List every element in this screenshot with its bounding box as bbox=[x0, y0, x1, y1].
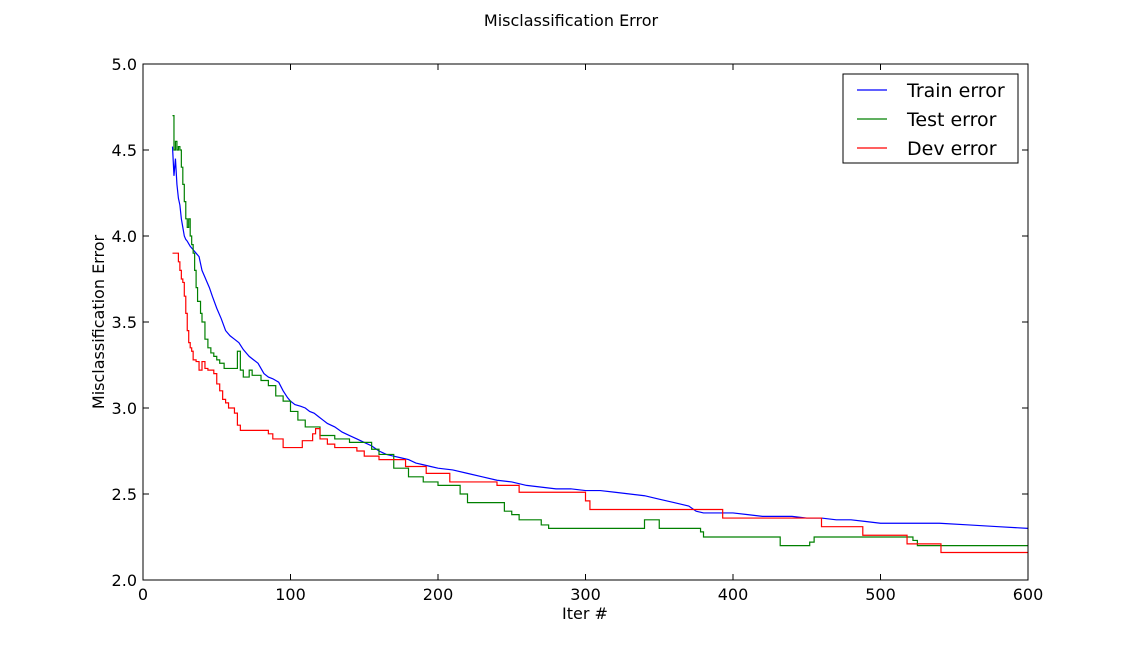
series-layer bbox=[171, 115, 1029, 554]
x-tick-label: 300 bbox=[570, 585, 601, 604]
x-tick-label: 100 bbox=[275, 585, 306, 604]
x-tick-label: 500 bbox=[865, 585, 896, 604]
y-tick-label: 2.5 bbox=[112, 485, 137, 504]
y-tick-label: 3.5 bbox=[112, 313, 137, 332]
legend-label: Dev error bbox=[907, 138, 997, 160]
legend-entry: Test error bbox=[857, 109, 997, 131]
series-line-test-error bbox=[172, 115, 1028, 547]
y-tick-label: 3.0 bbox=[112, 399, 137, 418]
chart-title: Misclassification Error bbox=[484, 11, 659, 30]
y-tick-label: 5.0 bbox=[112, 55, 137, 74]
legend-label: Train error bbox=[906, 80, 1005, 102]
y-axis-title: Misclassification Error bbox=[89, 235, 108, 410]
x-axis-title: Iter # bbox=[562, 604, 608, 623]
y-tick-label: 2.0 bbox=[112, 571, 137, 590]
y-tick-label: 4.0 bbox=[112, 227, 137, 246]
legend: Train error Test error Dev error bbox=[842, 73, 1019, 164]
x-tick-label: 200 bbox=[423, 585, 454, 604]
x-tick-label: 400 bbox=[718, 585, 749, 604]
legend-entry: Train error bbox=[857, 80, 1005, 102]
legend-label: Test error bbox=[906, 109, 997, 131]
x-tick-label: 600 bbox=[1013, 585, 1044, 604]
series-line-train-error bbox=[171, 146, 1029, 529]
series-line-dev-error bbox=[172, 252, 1028, 554]
ticks-layer: 0 100 200 300 400 500 600 2.0 2.5 3.0 3.5 4.0 4.5 5.0 bbox=[112, 55, 1044, 604]
legend-entry: Dev error bbox=[857, 138, 997, 160]
y-tick-label: 4.5 bbox=[112, 141, 137, 160]
x-tick-label: 0 bbox=[138, 585, 148, 604]
